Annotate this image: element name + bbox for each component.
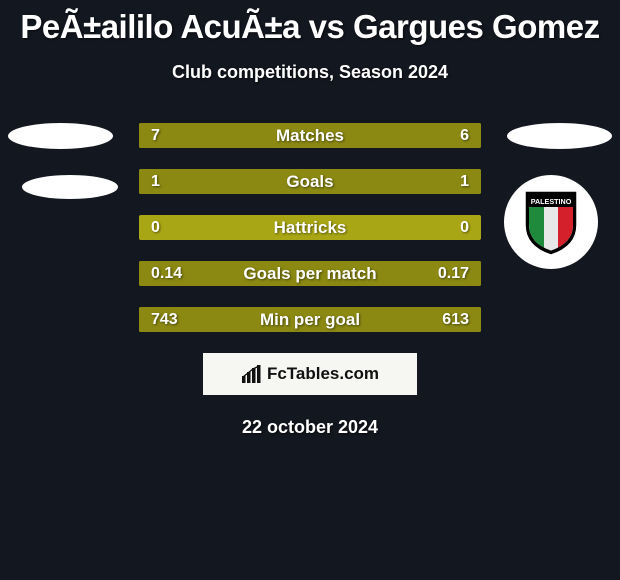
stat-value-right: 613 xyxy=(442,307,469,332)
avatar-placeholder-right-1 xyxy=(507,123,612,149)
stat-bars: 7Matches6 1Goals1 0Hattricks0 0.14Goals per… xyxy=(139,123,481,332)
avatar-placeholder-left-1 xyxy=(8,123,113,149)
stat-label: Min per goal xyxy=(139,307,481,332)
stat-row: 7Matches6 xyxy=(139,123,481,148)
brand-text: FcTables.com xyxy=(267,364,379,384)
comparison-content: PALESTINO 7Matches6 1Goals1 0Hattricks0 0.1… xyxy=(0,123,620,438)
stat-row: 1Goals1 xyxy=(139,169,481,194)
stripe-mid xyxy=(544,207,558,255)
badge-text: PALESTINO xyxy=(531,197,572,206)
stat-label: Goals per match xyxy=(139,261,481,286)
stat-row: 743Min per goal613 xyxy=(139,307,481,332)
stat-value-right: 6 xyxy=(460,123,469,148)
stat-value-right: 1 xyxy=(460,169,469,194)
page-subtitle: Club competitions, Season 2024 xyxy=(0,62,620,83)
stat-label: Hattricks xyxy=(139,215,481,240)
page-title: PeÃ±aililo AcuÃ±a vs Gargues Gomez xyxy=(0,0,620,46)
stat-label: Goals xyxy=(139,169,481,194)
palestino-shield-icon: PALESTINO xyxy=(523,189,579,255)
stat-value-right: 0 xyxy=(460,215,469,240)
stat-row: 0.14Goals per match0.17 xyxy=(139,261,481,286)
stat-row: 0Hattricks0 xyxy=(139,215,481,240)
stat-label: Matches xyxy=(139,123,481,148)
club-badge-right: PALESTINO xyxy=(504,175,598,269)
bars-chart-icon xyxy=(241,364,263,384)
club-badge-circle: PALESTINO xyxy=(504,175,598,269)
stat-value-right: 0.17 xyxy=(438,261,469,286)
brand-box[interactable]: FcTables.com xyxy=(203,353,417,395)
date-label: 22 october 2024 xyxy=(0,417,620,438)
avatar-placeholder-left-2 xyxy=(22,175,118,199)
